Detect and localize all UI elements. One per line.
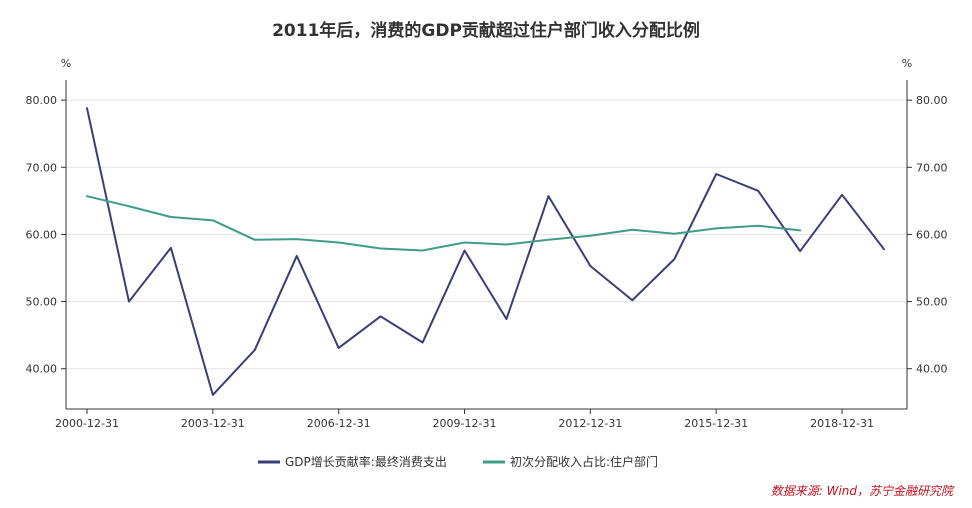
legend-label-1[interactable]: GDP增长贡献率:最终消费支出: [285, 454, 447, 469]
left-axis-unit: %: [61, 57, 71, 70]
source-note: 数据来源: Wind，苏宁金融研究院: [771, 484, 955, 498]
right-axis-unit: %: [902, 57, 912, 70]
left-tick-label: 40.00: [26, 363, 58, 376]
series-line-1: [86, 107, 885, 396]
x-tick-label: 2015-12-31: [684, 417, 748, 430]
legend-label-2[interactable]: 初次分配收入占比:住户部门: [510, 454, 658, 469]
legend[interactable]: GDP增长贡献率:最终消费支出 初次分配收入占比:住户部门: [258, 454, 658, 469]
series-lines: [86, 107, 885, 396]
right-tick-label: 40.00: [916, 363, 948, 376]
left-tick-label: 80.00: [26, 94, 58, 107]
x-tick-label: 2012-12-31: [558, 417, 622, 430]
series-line-2: [86, 195, 802, 252]
left-tick-label: 50.00: [26, 296, 58, 309]
right-tick-label: 70.00: [916, 161, 948, 174]
chart-title: 2011年后，消费的GDP贡献超过住户部门收入分配比例: [272, 20, 700, 41]
right-tick-label: 80.00: [916, 94, 948, 107]
x-tick-label: 2009-12-31: [433, 417, 497, 430]
x-tick-label: 2000-12-31: [55, 417, 119, 430]
left-tick-label: 60.00: [26, 228, 58, 241]
right-tick-label: 50.00: [916, 296, 948, 309]
right-tick-label: 60.00: [916, 228, 948, 241]
axes: 40.00 40.00 50.00 50.00 60.00 60.00 70.00 70.00…: [26, 80, 948, 430]
x-tick-label: 2018-12-31: [810, 417, 874, 430]
grid-lines: [66, 99, 907, 370]
left-tick-label: 70.00: [26, 161, 58, 174]
x-tick-label: 2006-12-31: [307, 417, 371, 430]
x-tick-label: 2003-12-31: [181, 417, 245, 430]
